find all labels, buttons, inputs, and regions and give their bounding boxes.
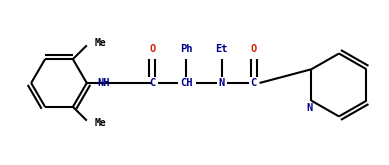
Text: O: O xyxy=(149,44,156,54)
Text: CH: CH xyxy=(180,78,192,88)
Text: C: C xyxy=(149,78,156,88)
Text: N: N xyxy=(219,78,225,88)
Text: Ph: Ph xyxy=(180,44,192,54)
Text: Me: Me xyxy=(95,118,107,128)
Text: N: N xyxy=(306,103,313,113)
Text: O: O xyxy=(251,44,257,54)
Text: NH: NH xyxy=(97,78,110,88)
Text: Me: Me xyxy=(95,38,107,48)
Text: C: C xyxy=(251,78,257,88)
Text: Et: Et xyxy=(216,44,228,54)
